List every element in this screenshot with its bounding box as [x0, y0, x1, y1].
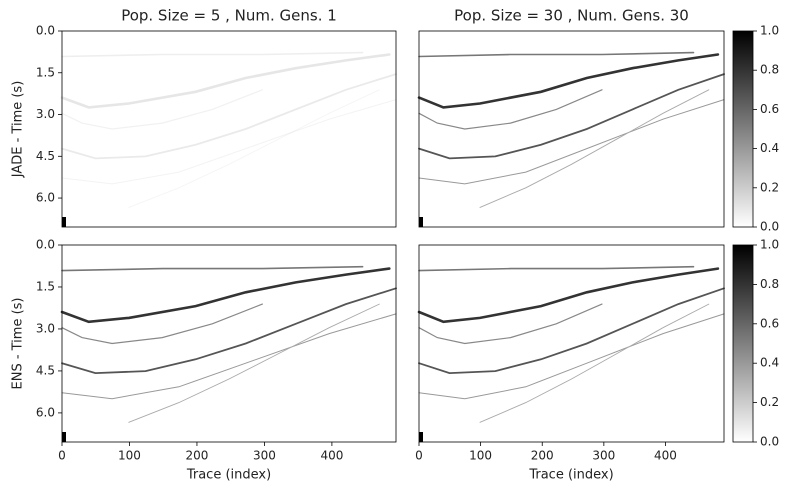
colorbar-tick-label: 0.8 [760, 277, 779, 291]
y-tick-label: 0.0 [36, 238, 55, 252]
colorbar-tick-label: 0.0 [760, 435, 779, 449]
reflector [61, 51, 364, 58]
reflector [60, 53, 391, 109]
reflector [418, 303, 603, 345]
colorbar-tick-label: 0.6 [760, 102, 779, 116]
reflector [479, 89, 710, 208]
image-area [62, 245, 396, 442]
y-tick-label: 4.5 [36, 363, 55, 377]
y-tick-label: 1.5 [36, 65, 55, 79]
colorbar-tick-label: 0.8 [760, 63, 779, 77]
reflector [479, 303, 710, 423]
axes-frame [418, 244, 725, 443]
y-axis-label: JADE - Time (s) [11, 81, 26, 179]
y-tick-label: 6.0 [36, 191, 55, 205]
reflector [61, 287, 397, 375]
panel-title: Pop. Size = 5 , Num. Gens. 1 [121, 7, 337, 25]
reflector [61, 265, 364, 272]
corner-artifact [62, 217, 66, 227]
y-tick-label: 3.0 [36, 107, 55, 121]
reflector [61, 99, 397, 185]
colorbar-tick-label: 1.0 [760, 24, 779, 38]
x-tick-label: 200 [185, 449, 208, 463]
axes-frame [61, 244, 397, 443]
image-area [419, 31, 724, 227]
reflector [61, 313, 397, 400]
axes-frame [418, 30, 725, 228]
reflector [128, 89, 380, 208]
reflector [418, 265, 695, 272]
panel-title: Pop. Size = 30 , Num. Gens. 30 [454, 7, 689, 25]
reflector [417, 53, 720, 109]
corner-artifact [419, 217, 423, 227]
x-tick-label: 0 [415, 449, 423, 463]
y-tick-label: 4.5 [36, 149, 55, 163]
reflector [418, 287, 725, 375]
colorbar [733, 245, 753, 442]
x-tick-label: 300 [253, 449, 276, 463]
colorbar-tick-label: 0.2 [760, 395, 779, 409]
x-tick-label: 100 [469, 449, 492, 463]
x-axis-label: Trace (index) [186, 468, 271, 483]
colorbar-tick-label: 0.4 [760, 356, 779, 370]
colorbar [733, 31, 753, 227]
x-tick-label: 0 [58, 449, 66, 463]
reflector [418, 313, 725, 400]
reflector [61, 73, 397, 160]
colorbar-tick-label: 0.0 [760, 220, 779, 234]
colorbar-tick-label: 0.4 [760, 141, 779, 155]
reflector [418, 89, 603, 130]
image-area [419, 245, 724, 442]
reflector [418, 51, 695, 58]
corner-artifact [62, 432, 66, 442]
axes-frame [61, 30, 397, 228]
y-axis-label: ENS - Time (s) [11, 297, 26, 389]
x-tick-label: 100 [118, 449, 141, 463]
colorbar-frame [732, 30, 754, 228]
colorbar-tick-label: 0.2 [760, 180, 779, 194]
y-tick-label: 6.0 [36, 405, 55, 419]
reflector [418, 73, 725, 160]
colorbar-tick-label: 1.0 [760, 238, 779, 252]
reflector [61, 303, 263, 345]
y-tick-label: 1.5 [36, 279, 55, 293]
x-axis-label: Trace (index) [528, 468, 613, 483]
colorbar-tick-label: 0.6 [760, 316, 779, 330]
x-tick-label: 200 [531, 449, 554, 463]
y-tick-label: 3.0 [36, 321, 55, 335]
image-area [62, 31, 396, 227]
x-tick-label: 400 [654, 449, 677, 463]
reflector [417, 267, 720, 324]
reflector [128, 303, 380, 423]
reflector [60, 267, 391, 324]
x-tick-label: 400 [320, 449, 343, 463]
x-tick-label: 300 [592, 449, 615, 463]
corner-artifact [419, 432, 423, 442]
reflector [418, 99, 725, 185]
colorbar-frame [732, 244, 754, 443]
reflector [61, 89, 263, 130]
y-tick-label: 0.0 [36, 24, 55, 38]
